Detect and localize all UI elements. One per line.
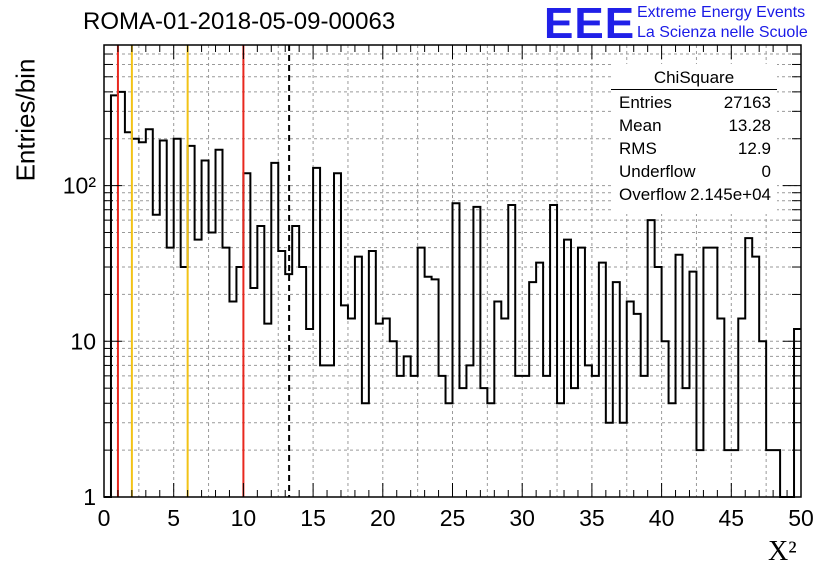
x-tick-label: 50 — [788, 505, 814, 531]
stats-divider — [611, 89, 777, 90]
y-axis-label: Entries/bin — [10, 58, 41, 182]
stats-value: 2.145e+04 — [690, 185, 771, 204]
y-tick-label: 10² — [63, 173, 97, 199]
x-tick-label: 5 — [167, 505, 180, 531]
x-tick-label: 45 — [719, 505, 745, 531]
x-tick-label: 10 — [231, 505, 257, 531]
x-tick-label: 15 — [300, 505, 326, 531]
logo-subtitle-line-2: La Scienza nelle Scuole — [637, 24, 808, 41]
stats-key: RMS — [619, 139, 657, 158]
stats-row-underflow: Underflow 0 — [619, 162, 771, 184]
reference-lines — [116, 45, 291, 497]
stats-value: 27163 — [723, 93, 771, 112]
y-axis-label-wrap: Entries/bin — [6, 50, 46, 190]
stats-row-rms: RMS 12.9 — [619, 139, 771, 161]
x-axis-label: X² — [768, 536, 797, 567]
stats-row-overflow: Overflow 2.145e+04 — [619, 185, 771, 207]
chart-title: ROMA-01-2018-05-09-00063 — [83, 8, 396, 35]
stats-value: 0 — [761, 162, 771, 181]
x-tick-label: 40 — [649, 505, 675, 531]
x-tick-label: 35 — [579, 505, 605, 531]
eee-logo: EEE — [544, 0, 636, 48]
axis-ticks — [103, 44, 802, 498]
histogram-series-line — [104, 90, 801, 498]
x-tick-label: 20 — [370, 505, 396, 531]
stats-row-entries: Entries 27163 — [619, 93, 771, 115]
y-tick-label: 10 — [70, 328, 96, 354]
stats-row-mean: Mean 13.28 — [619, 116, 771, 138]
x-tick-label: 0 — [98, 505, 111, 531]
y-tick-label: 1 — [83, 484, 96, 510]
stats-key: Underflow — [619, 162, 696, 181]
x-tick-label: 30 — [509, 505, 535, 531]
stats-value: 12.9 — [737, 139, 771, 158]
logo-subtitle-line-1: Extreme Energy Events — [637, 4, 806, 21]
stats-key: Mean — [619, 116, 662, 135]
stats-key: Overflow — [619, 185, 687, 204]
stats-value: 13.28 — [728, 116, 771, 135]
y-tick-labels: 1 10 10² — [63, 173, 97, 510]
stats-box: ChiSquare Entries 27163 Mean 13.28 RMS 1… — [611, 64, 777, 214]
stats-title: ChiSquare — [653, 68, 735, 87]
stats-key: Entries — [619, 93, 672, 112]
x-tick-labels: 0 5 10 15 20 25 30 35 40 45 50 — [98, 505, 814, 531]
x-tick-label: 25 — [440, 505, 466, 531]
